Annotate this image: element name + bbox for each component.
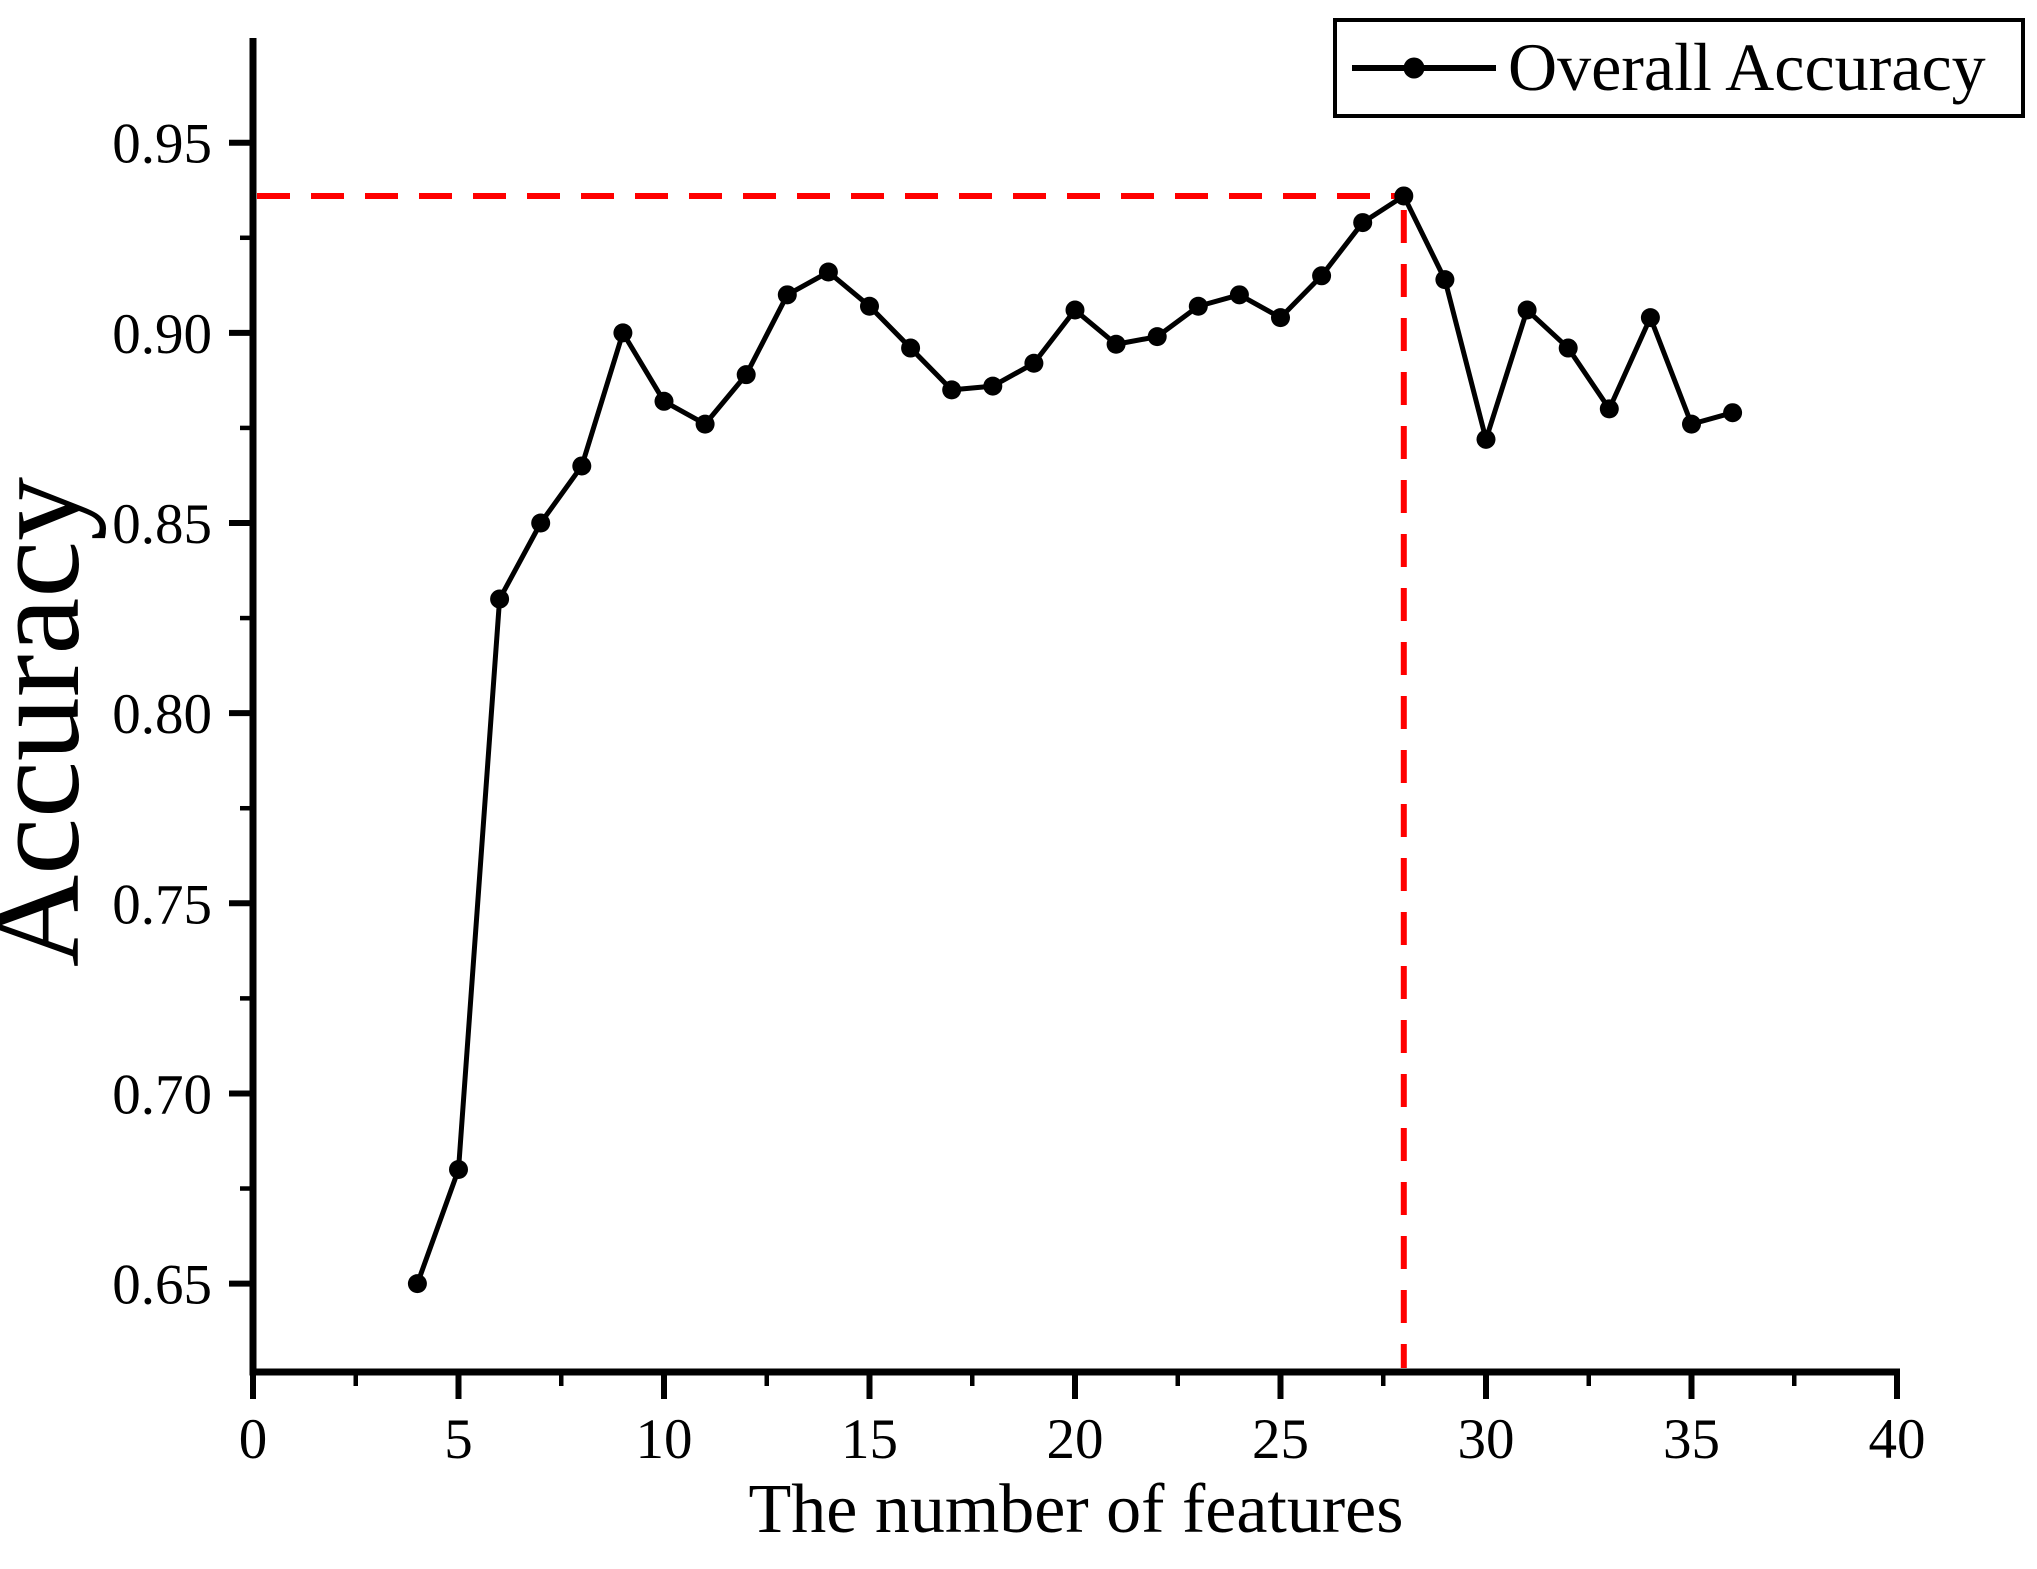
data-point-marker: [1599, 399, 1619, 419]
data-point-marker: [736, 365, 756, 385]
data-point-marker: [1106, 334, 1126, 354]
data-point-marker: [1435, 270, 1455, 290]
x-axis-title: The number of features: [749, 1471, 1404, 1548]
plot-axes: 0.95 0.90 0.85 0.80 0.75 0.70 0.65 0 5 10 15 20 25 3…: [112, 38, 1926, 1471]
y-tick-label: 0.90: [112, 303, 212, 366]
data-point-marker: [1024, 353, 1044, 373]
x-tick-label: 5: [444, 1408, 473, 1471]
data-point-marker: [449, 1160, 468, 1180]
x-tick-label: 0: [239, 1408, 268, 1471]
data-point-marker: [1476, 429, 1496, 449]
legend-label: Overall Accuracy: [1508, 29, 1986, 105]
data-point-marker: [1517, 300, 1537, 320]
data-point-marker: [407, 1274, 427, 1294]
x-tick-label: 35: [1663, 1408, 1720, 1471]
data-point-marker: [983, 376, 1003, 396]
y-tick-label: 0.80: [112, 683, 212, 746]
data-point-marker: [777, 285, 797, 305]
data-point-marker: [654, 391, 674, 411]
data-point-marker: [613, 323, 633, 343]
data-point-marker: [695, 414, 715, 434]
x-tick-label: 40: [1869, 1408, 1926, 1471]
x-tick-label: 20: [1047, 1408, 1104, 1471]
data-point-marker: [901, 338, 921, 358]
x-tick-label: 15: [841, 1408, 898, 1471]
data-point-marker: [1312, 266, 1332, 286]
data-point-marker: [1394, 186, 1414, 206]
data-point-marker: [572, 456, 592, 476]
data-point-marker: [942, 380, 962, 400]
legend: Overall Accuracy: [1333, 18, 2025, 118]
y-tick-label: 0.70: [112, 1063, 212, 1126]
data-point-marker: [1065, 300, 1085, 320]
data-point-marker: [1271, 308, 1290, 328]
y-axis: 0.95 0.90 0.85 0.80 0.75 0.70 0.65: [112, 113, 253, 1317]
data-point-marker: [818, 262, 838, 282]
data-point-marker: [1682, 414, 1701, 434]
crosshair-lines: [257, 192, 1407, 1368]
data-point-marker: [490, 589, 510, 609]
x-axis: 0 5 10 15 20 25 30 35 40: [239, 1372, 1926, 1471]
data-point-marker: [860, 296, 879, 316]
y-tick-label: 0.75: [112, 873, 212, 936]
legend-marker-icon: [1403, 57, 1425, 79]
y-tick-label: 0.85: [112, 493, 212, 556]
x-tick-label: 10: [636, 1408, 693, 1471]
data-point-marker: [1147, 327, 1167, 347]
data-point-marker: [1640, 308, 1660, 328]
series-line: [415, 193, 1734, 1285]
y-tick-label: 0.65: [112, 1254, 212, 1317]
data-point-marker: [1229, 285, 1249, 305]
data-point-marker: [1558, 338, 1578, 358]
data-point-marker: [1353, 213, 1373, 233]
x-tick-label: 25: [1252, 1408, 1309, 1471]
y-axis-title: Accuracy: [0, 477, 106, 967]
y-tick-label: 0.95: [112, 113, 212, 176]
series-overall-accuracy: [407, 186, 1743, 1294]
data-point-marker: [531, 513, 551, 533]
data-point-marker: [1723, 403, 1743, 423]
x-tick-label: 30: [1458, 1408, 1515, 1471]
data-point-marker: [1188, 296, 1208, 316]
